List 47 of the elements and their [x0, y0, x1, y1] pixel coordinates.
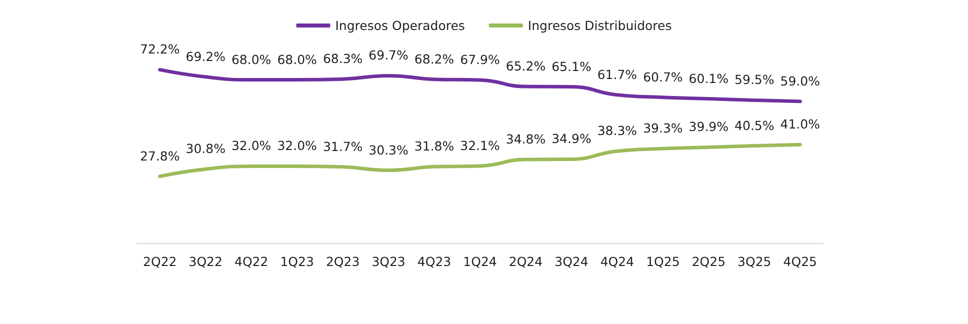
- data-label: 40.5%: [734, 118, 774, 133]
- x-tick-label: 4Q25: [783, 254, 817, 269]
- data-label: 59.0%: [780, 73, 820, 88]
- data-label: 60.1%: [688, 70, 729, 86]
- data-label: 68.0%: [231, 52, 272, 67]
- data-label: 31.7%: [322, 138, 363, 154]
- x-tick-label: 1Q23: [280, 254, 314, 269]
- data-label: 39.9%: [688, 119, 729, 134]
- data-label: 61.7%: [597, 66, 638, 82]
- data-label: 59.5%: [734, 72, 774, 88]
- data-label: 60.7%: [643, 69, 683, 84]
- data-label: 69.2%: [186, 48, 226, 64]
- x-tick-label: 2Q25: [692, 254, 726, 269]
- x-tick-label: 3Q24: [554, 254, 588, 269]
- data-label: 34.9%: [552, 131, 592, 146]
- data-label: 32.1%: [460, 138, 500, 153]
- x-tick-label: 3Q25: [738, 254, 772, 269]
- data-label: 68.2%: [414, 51, 454, 66]
- legend-label: Ingresos Distribuidores: [528, 18, 672, 33]
- data-label: 32.0%: [231, 138, 272, 154]
- x-tick-label: 1Q25: [646, 254, 680, 269]
- x-tick-label: 1Q24: [463, 254, 497, 269]
- data-label: 41.0%: [780, 116, 820, 132]
- data-label: 72.2%: [140, 42, 180, 57]
- x-tick-label: 4Q23: [417, 254, 452, 269]
- data-label: 69.7%: [368, 48, 409, 63]
- data-label: 68.0%: [277, 52, 318, 67]
- data-label: 38.3%: [597, 123, 638, 138]
- data-label: 27.8%: [140, 148, 180, 164]
- data-label: 68.3%: [322, 51, 363, 66]
- legend-label: Ingresos Operadores: [335, 18, 465, 33]
- data-label: 34.8%: [506, 131, 546, 146]
- x-tick-label: 3Q22: [188, 254, 222, 269]
- data-label: 65.1%: [552, 58, 592, 74]
- data-label: 32.0%: [277, 138, 318, 154]
- data-label: 30.3%: [368, 142, 409, 158]
- x-tick-label: 2Q22: [143, 254, 177, 269]
- x-tick-label: 2Q23: [326, 254, 360, 269]
- data-label: 65.2%: [506, 58, 546, 74]
- x-tick-label: 2Q24: [508, 254, 543, 269]
- data-label: 31.8%: [414, 138, 454, 154]
- x-tick-label: 3Q23: [372, 254, 406, 269]
- data-label: 39.3%: [643, 120, 683, 136]
- x-tick-label: 4Q24: [600, 254, 634, 269]
- x-tick-label: 4Q22: [234, 254, 268, 269]
- data-label: 67.9%: [460, 52, 500, 68]
- data-label: 30.8%: [186, 141, 226, 156]
